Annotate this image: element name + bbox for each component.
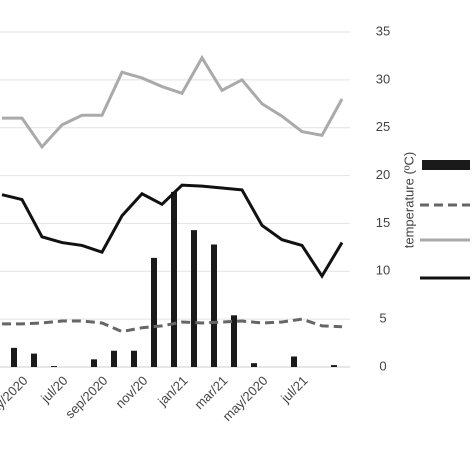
bar: [231, 315, 237, 367]
legend-swatch: [422, 160, 470, 170]
x-tick-label: jan/21: [154, 373, 190, 409]
x-tick-label: nov/20: [112, 373, 150, 411]
y-tick-label: 25: [376, 119, 390, 134]
bar: [111, 350, 117, 367]
bar: [151, 257, 157, 367]
y-tick-label: 20: [376, 167, 390, 182]
bar: [191, 230, 197, 367]
bar: [11, 347, 17, 367]
x-tick-label: mar/21: [191, 373, 230, 412]
bar: [31, 353, 37, 367]
bar: [251, 363, 257, 367]
line: [2, 317, 343, 334]
bar: [331, 365, 337, 367]
y-axis-label: temperature (ºC): [401, 152, 416, 249]
x-tick-label: may/2020: [0, 373, 31, 424]
y-tick-label: 15: [376, 215, 390, 230]
x-tick-label: jul/21: [277, 373, 310, 406]
y-tick-label: 10: [376, 263, 390, 278]
y-tick-label: 5: [379, 311, 386, 326]
x-tick-label: sep/2020: [62, 373, 110, 421]
line: [2, 54, 344, 150]
y-tick-label: 0: [379, 358, 386, 373]
bar: [51, 366, 57, 367]
bar: [211, 244, 217, 367]
y-tick-label: 35: [376, 23, 390, 38]
line: [1, 183, 344, 279]
y-tick-label: 30: [376, 71, 390, 86]
bar: [91, 359, 97, 367]
bar: [291, 356, 297, 367]
bar: [171, 191, 177, 367]
x-tick-label: jul/20: [37, 373, 70, 406]
bar: [131, 350, 137, 367]
